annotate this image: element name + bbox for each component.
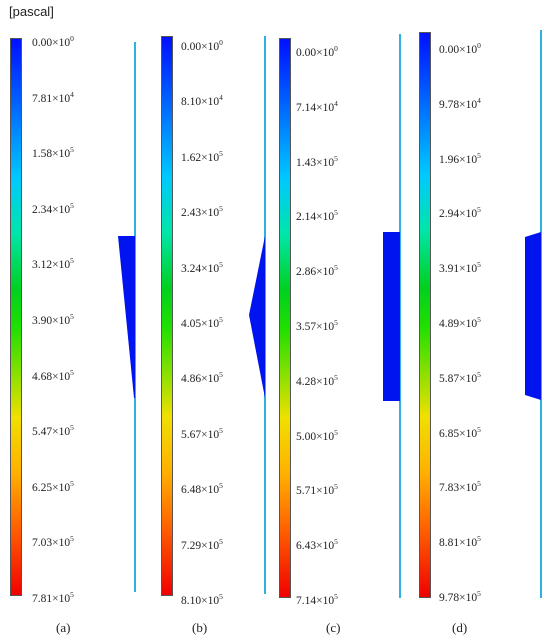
colorbar-d-tick-label: 9.78×105 — [439, 589, 481, 604]
colorbar-a-tick-label: 7.81×105 — [32, 590, 74, 605]
colorbar-a-tick-label: 1.58×105 — [32, 145, 74, 161]
colorbar-c-tick-label: 7.14×105 — [296, 592, 338, 607]
deformation-shape-b — [249, 236, 265, 398]
colorbar-b-tick-label: 4.86×105 — [181, 370, 223, 386]
panel-label-a: (a) — [56, 620, 71, 635]
unit-label: [pascal] — [9, 4, 54, 19]
colorbar-a — [10, 38, 22, 596]
panel-label-b: (b) — [192, 620, 208, 635]
colorbar-d — [419, 32, 431, 598]
colorbar-d-tick-label: 1.96×105 — [439, 150, 481, 166]
colorbar-c-tick-label: 6.43×105 — [296, 537, 338, 553]
colorbar-c-tick-label: 2.14×105 — [296, 208, 338, 224]
deformation-shape-d — [525, 232, 541, 400]
colorbar-b-tick-label: 4.05×105 — [181, 315, 223, 330]
colorbar-a-tick-label: 3.90×105 — [32, 312, 74, 327]
colorbar-d-tick-label: 0.00×100 — [439, 41, 481, 56]
colorbar-b-tick-label: 2.43×105 — [181, 204, 223, 220]
colorbar-c-tick-label: 0.00×100 — [296, 44, 338, 59]
colorbar-b-tick-label: 3.24×105 — [181, 259, 223, 275]
colorbar-a-tick-label: 4.68×105 — [32, 367, 74, 383]
colorbar-d-tick-label: 2.94×105 — [439, 205, 481, 221]
colorbar-d-tick-label: 9.78×104 — [439, 95, 481, 111]
colorbar-d-tick-label: 4.89×105 — [439, 315, 481, 330]
colorbar-a-tick-label: 0.00×100 — [32, 34, 74, 49]
colorbar-b-tick-label: 1.62×105 — [181, 148, 223, 164]
deformation-shape-c — [383, 232, 400, 401]
colorbar-c-tick-label: 2.86×105 — [296, 263, 338, 279]
colorbar-c-tick-label: 4.28×105 — [296, 372, 338, 388]
colorbar-a-tick-label: 7.81×104 — [32, 89, 74, 105]
panel-label-c: (c) — [326, 620, 341, 635]
colorbar-b — [161, 36, 173, 596]
colorbar-c-tick-label: 1.43×105 — [296, 153, 338, 169]
colorbar-d-tick-label: 8.81×105 — [439, 534, 481, 550]
colorbar-b-tick-label: 5.67×105 — [181, 425, 223, 441]
colorbar-c-tick-label: 5.00×105 — [296, 427, 338, 443]
colorbar-c-tick-label: 5.71×105 — [296, 482, 338, 498]
colorbar-c-tick-label: 3.57×105 — [296, 318, 338, 333]
colorbar-b-tick-label: 8.10×104 — [181, 93, 223, 109]
colorbar-b-tick-label: 0.00×100 — [181, 38, 223, 53]
colorbar-d-tick-label: 6.85×105 — [439, 424, 481, 440]
colorbar-a-tick-label: 3.12×105 — [32, 256, 74, 272]
deformation-shape-a — [118, 236, 135, 398]
colorbar-d-tick-label: 7.83×105 — [439, 479, 481, 495]
colorbar-a-tick-label: 5.47×105 — [32, 423, 74, 439]
colorbar-b-tick-label: 6.48×105 — [181, 481, 223, 497]
colorbar-a-tick-label: 2.34×105 — [32, 200, 74, 216]
colorbar-b-tick-label: 7.29×105 — [181, 536, 223, 552]
colorbar-b-tick-label: 8.10×105 — [181, 592, 223, 607]
panel-label-d: (d) — [452, 620, 468, 635]
colorbar-a-tick-label: 6.25×105 — [32, 478, 74, 494]
colorbar-a-tick-label: 7.03×105 — [32, 534, 74, 550]
colorbar-c-tick-label: 7.14×104 — [296, 98, 338, 114]
colorbar-d-tick-label: 3.91×105 — [439, 260, 481, 276]
colorbar-c — [279, 38, 291, 598]
colorbar-d-tick-label: 5.87×105 — [439, 369, 481, 385]
